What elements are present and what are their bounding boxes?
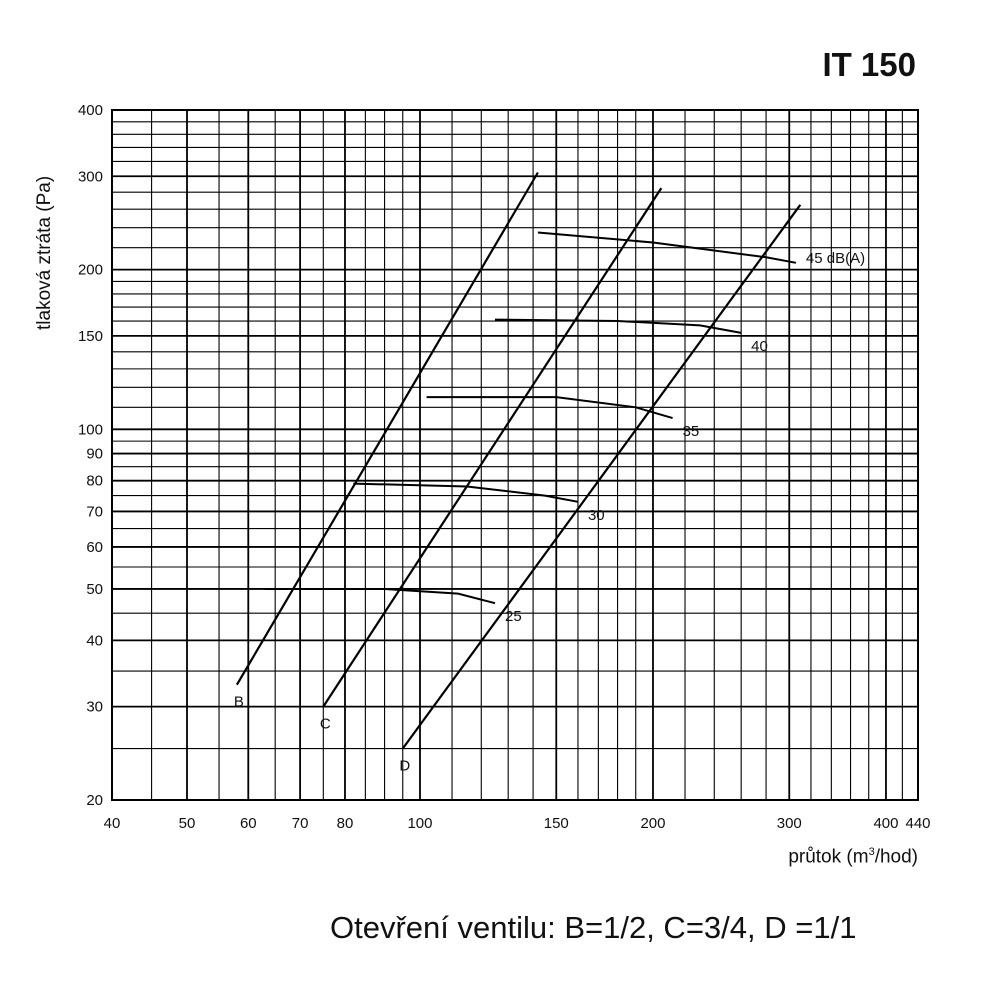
grid xyxy=(111,109,919,801)
y-tick-label: 40 xyxy=(86,632,103,649)
noise-curve-40 xyxy=(494,318,742,334)
noise-curve-25 xyxy=(264,588,496,605)
y-axis-ticks: 20 30 40 50 60 70 80 90 100 150 200 300 400 xyxy=(78,102,103,809)
noise-curve-label: 30 xyxy=(588,507,605,524)
x-tick-label: 150 xyxy=(544,815,569,832)
noise-curves: 45 dB(A) 40 35 30 25 xyxy=(264,231,865,625)
y-axis-label: tlaková ztráta (Pa) xyxy=(34,175,55,330)
series-line-C xyxy=(322,187,663,708)
noise-curve-30 xyxy=(353,482,579,503)
y-tick-label: 70 xyxy=(86,503,103,520)
y-tick-label: 60 xyxy=(86,539,103,556)
noise-curve-label: 25 xyxy=(505,608,522,625)
y-tick-label: 20 xyxy=(86,792,103,809)
x-axis-label-suffix: /hod) xyxy=(874,846,918,868)
x-tick-label: 400 xyxy=(873,815,898,832)
x-tick-label: 40 xyxy=(104,815,121,832)
x-tick-label: 100 xyxy=(407,815,432,832)
series-line-D xyxy=(401,204,802,750)
y-tick-label: 150 xyxy=(78,328,103,345)
y-tick-label: 200 xyxy=(78,262,103,279)
x-tick-label: 50 xyxy=(179,815,196,832)
noise-curve-35 xyxy=(426,396,673,420)
noise-curve-label: 45 dB(A) xyxy=(806,250,865,267)
series-label-C: C xyxy=(320,716,331,733)
series-label-D: D xyxy=(399,758,410,775)
y-tick-label: 400 xyxy=(78,102,103,119)
x-tick-label: 300 xyxy=(777,815,802,832)
noise-curve-45dBA xyxy=(537,231,797,264)
chart-title: IT 150 xyxy=(822,46,916,83)
x-tick-label: 70 xyxy=(292,815,309,832)
noise-curve-label: 35 xyxy=(683,423,700,440)
x-axis-ticks: 40 50 60 70 80 100 150 200 300 400 440 xyxy=(104,815,931,832)
series-label-B: B xyxy=(234,694,244,711)
y-tick-label: 80 xyxy=(86,473,103,490)
x-tick-label: 200 xyxy=(640,815,665,832)
x-tick-label: 440 xyxy=(905,815,930,832)
series-line-B xyxy=(235,171,539,686)
y-tick-label: 50 xyxy=(86,581,103,598)
x-axis-label-sup: 3 xyxy=(868,846,875,858)
noise-curve-label: 40 xyxy=(751,338,768,355)
x-axis-label: průtok (m3/hod) xyxy=(788,846,918,868)
y-tick-label: 30 xyxy=(86,699,103,716)
y-tick-label: 300 xyxy=(78,168,103,185)
y-tick-label: 90 xyxy=(86,446,103,463)
y-tick-label: 100 xyxy=(78,421,103,438)
plot-frame xyxy=(111,109,919,801)
x-axis-label-prefix: průtok (m xyxy=(788,846,869,868)
x-tick-label: 60 xyxy=(240,815,257,832)
valve-opening-note: Otevření ventilu: B=1/2, C=3/4, D =1/1 xyxy=(330,910,857,945)
valve-lines: B C D xyxy=(234,171,802,775)
x-tick-label: 80 xyxy=(337,815,354,832)
